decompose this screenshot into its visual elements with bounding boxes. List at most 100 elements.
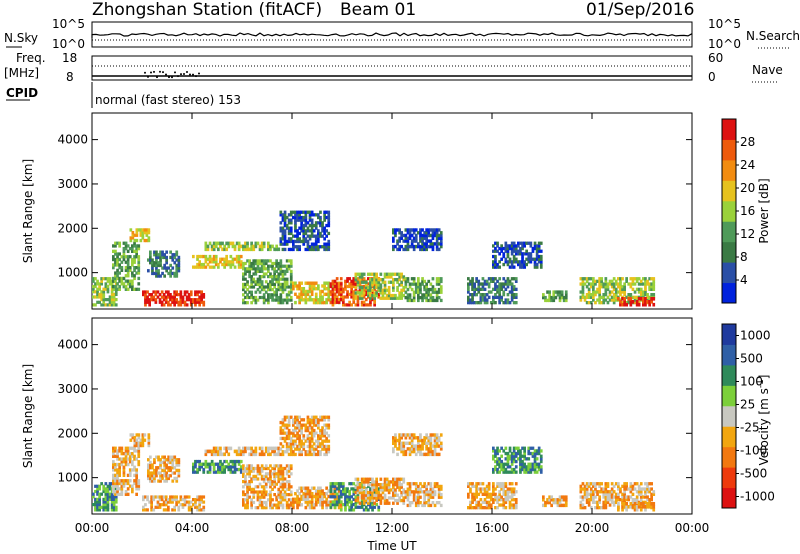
velocity-cell xyxy=(192,498,195,502)
velocity-cell xyxy=(242,493,245,497)
power-cell xyxy=(300,289,303,294)
velocity-ylabel: Slant Range [km] xyxy=(21,364,35,468)
power-cell xyxy=(500,257,503,261)
velocity-cell xyxy=(398,485,401,489)
velocity-cell xyxy=(423,482,426,486)
velocity-cell xyxy=(373,480,376,484)
power-cell xyxy=(417,279,420,284)
power-cell xyxy=(116,241,119,245)
velocity-cell xyxy=(610,498,614,502)
velocity-cell xyxy=(635,482,639,486)
velocity-cell xyxy=(183,498,187,502)
velocity-cell xyxy=(435,433,439,437)
power-cell xyxy=(181,295,185,299)
power-cell xyxy=(408,233,412,238)
power-cell xyxy=(246,244,249,249)
power-cell xyxy=(412,244,416,249)
power-cell xyxy=(512,265,516,269)
power-cell xyxy=(246,269,249,273)
velocity-cell xyxy=(485,487,489,491)
velocity-cell xyxy=(642,487,645,491)
velocity-cell xyxy=(519,465,522,469)
power-cell xyxy=(124,255,128,259)
velocity-cell xyxy=(92,492,95,496)
velocity-cell xyxy=(122,465,126,469)
power-cell xyxy=(604,285,608,289)
power-cell xyxy=(110,292,114,296)
power-cell xyxy=(96,290,99,294)
power-cell xyxy=(310,210,314,214)
power-cell xyxy=(625,302,628,307)
velocity-cell xyxy=(335,500,339,504)
velocity-cell xyxy=(498,462,501,466)
power-cell xyxy=(271,282,274,286)
power-cell xyxy=(439,231,443,235)
power-cell xyxy=(471,285,474,289)
velocity-cell xyxy=(535,451,539,456)
power-cell xyxy=(128,266,132,270)
velocity-cell xyxy=(175,495,178,499)
power-cell xyxy=(296,284,299,288)
power-cell xyxy=(302,287,306,291)
power-cell xyxy=(319,223,322,228)
power-cell xyxy=(239,260,243,264)
velocity-cell xyxy=(619,487,622,491)
power-cell xyxy=(477,301,481,305)
power-cell xyxy=(157,253,160,257)
power-cell xyxy=(281,298,285,302)
power-cell xyxy=(408,236,412,240)
velocity-cell xyxy=(275,503,278,507)
velocity-cell xyxy=(510,506,514,510)
power-cell xyxy=(387,272,391,276)
velocity-cell xyxy=(279,493,283,497)
power-cell xyxy=(160,300,164,304)
power-cell xyxy=(375,272,378,276)
velocity-cell xyxy=(325,486,328,490)
velocity-cell xyxy=(217,462,220,466)
power-cell xyxy=(118,271,121,275)
velocity-cell xyxy=(512,451,516,456)
power-cell xyxy=(131,279,134,283)
velocity-cell xyxy=(279,485,283,489)
velocity-cell xyxy=(527,462,531,466)
power-cell xyxy=(229,241,233,246)
velocity-cell xyxy=(327,503,331,507)
power-cell xyxy=(310,242,314,246)
power-cell xyxy=(337,287,341,291)
velocity-cell xyxy=(237,467,241,472)
velocity-cell xyxy=(173,498,176,502)
power-cell xyxy=(231,241,235,246)
power-cell xyxy=(467,287,470,291)
power-cell xyxy=(535,244,539,248)
velocity-cell xyxy=(508,465,512,469)
velocity-cell xyxy=(147,474,150,478)
velocity-cell xyxy=(310,426,314,430)
power-cell xyxy=(471,293,474,297)
power-cell xyxy=(623,302,626,307)
power-cell xyxy=(126,257,130,262)
power-cell xyxy=(279,242,283,246)
power-cell xyxy=(554,290,558,294)
velocity-cell xyxy=(544,503,547,508)
velocity-cell xyxy=(133,481,136,486)
velocity-cell xyxy=(433,490,437,494)
power-cell xyxy=(427,244,431,249)
velocity-cell xyxy=(625,498,628,502)
velocity-cell xyxy=(152,495,156,499)
power-cell xyxy=(267,267,270,271)
power-cell xyxy=(133,238,137,243)
velocity-cell xyxy=(433,452,437,457)
velocity-cell xyxy=(652,502,656,506)
velocity-cell xyxy=(120,449,124,453)
velocity-cell xyxy=(527,457,531,461)
power-cell xyxy=(167,271,170,276)
velocity-cell xyxy=(550,503,553,508)
velocity-cell xyxy=(317,500,320,504)
power-cell xyxy=(279,295,283,300)
velocity-cell xyxy=(98,495,101,499)
velocity-cell xyxy=(102,487,106,491)
power-cell xyxy=(208,257,212,261)
velocity-cell xyxy=(533,467,537,472)
